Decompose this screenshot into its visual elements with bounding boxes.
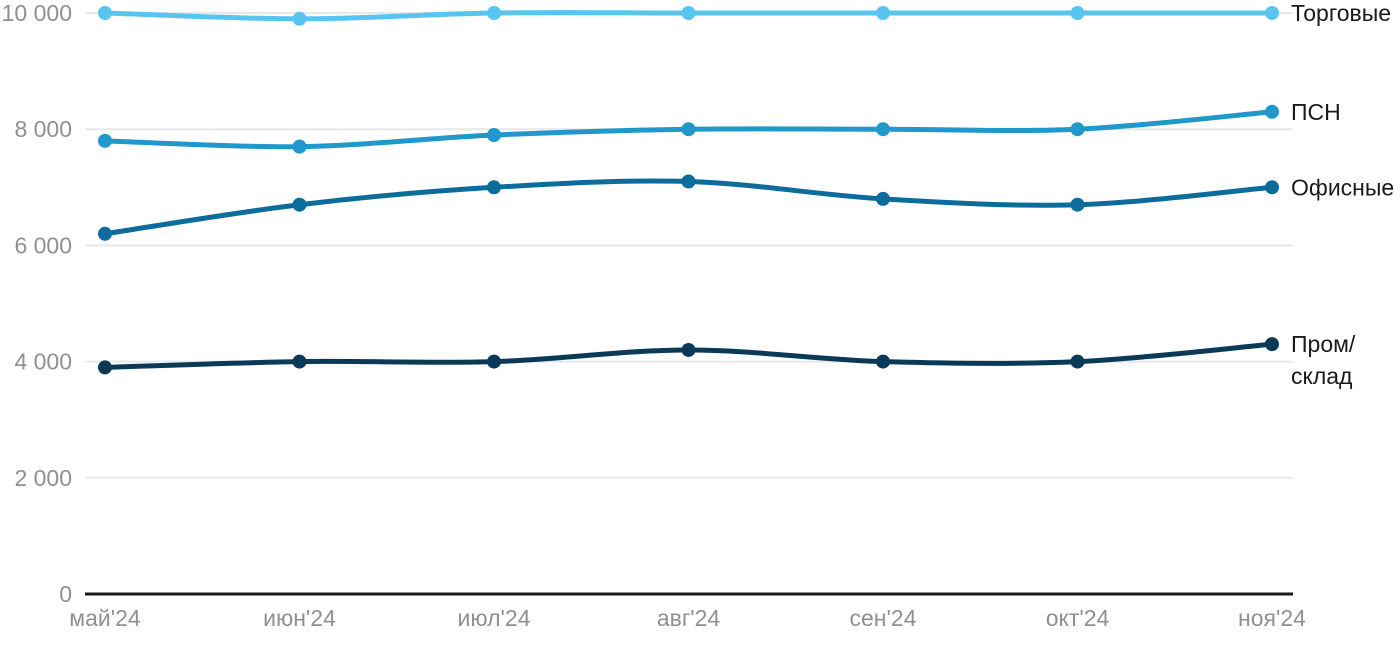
data-point-series0-4 bbox=[876, 6, 890, 20]
data-point-series3-1 bbox=[292, 354, 307, 369]
series-label-0: Торговые bbox=[1291, 0, 1391, 26]
y-axis-tick-label: 6 000 bbox=[14, 232, 72, 258]
data-point-series0-3 bbox=[681, 6, 696, 20]
data-point-series2-3 bbox=[681, 174, 696, 189]
data-point-series3-3 bbox=[681, 342, 696, 357]
data-point-series1-1 bbox=[292, 139, 307, 154]
series-line-2 bbox=[102, 178, 1275, 237]
data-point-series1-2 bbox=[487, 128, 501, 143]
y-axis-tick-label: 8 000 bbox=[14, 116, 72, 142]
x-axis-tick-label: сен'24 bbox=[850, 605, 917, 631]
series-layer bbox=[98, 6, 1279, 375]
data-point-series3-2 bbox=[487, 354, 501, 369]
x-axis-tick-label: ноя'24 bbox=[1238, 605, 1306, 631]
data-point-series1-5 bbox=[1070, 122, 1085, 137]
data-point-series0-5 bbox=[1070, 6, 1085, 20]
data-point-series2-4 bbox=[876, 191, 890, 206]
y-axis-tick-label: 4 000 bbox=[14, 349, 72, 375]
y-axis-tick-label: 10 000 bbox=[2, 0, 72, 26]
series-label-1: ПСН bbox=[1291, 99, 1341, 125]
data-point-series1-6 bbox=[1265, 104, 1279, 119]
y-axis-tick-label: 0 bbox=[59, 581, 72, 607]
data-point-series1-3 bbox=[681, 122, 696, 137]
data-point-series3-6 bbox=[1265, 337, 1279, 352]
data-point-series1-4 bbox=[876, 122, 890, 137]
data-point-series3-4 bbox=[876, 354, 890, 369]
label-layer: 0 2 000 4 000 6 000 8 000 10 000 май'24 июн'24 и… bbox=[2, 0, 1395, 631]
x-axis-tick-label: июн'24 bbox=[263, 605, 336, 631]
series-label-2: Офисные bbox=[1291, 174, 1394, 200]
data-point-series2-2 bbox=[487, 180, 501, 195]
data-point-series3-5 bbox=[1070, 354, 1085, 369]
data-point-series2-6 bbox=[1265, 180, 1279, 195]
series-label-3: склад bbox=[1291, 363, 1353, 389]
x-axis-tick-label: май'24 bbox=[69, 605, 141, 631]
data-point-series0-0 bbox=[98, 6, 112, 20]
data-point-series2-1 bbox=[292, 197, 307, 212]
data-point-series0-2 bbox=[487, 6, 501, 20]
x-axis-tick-label: авг'24 bbox=[657, 605, 721, 631]
data-point-series2-0 bbox=[98, 226, 112, 241]
data-point-series3-0 bbox=[98, 360, 112, 375]
y-axis-tick-label: 2 000 bbox=[14, 465, 72, 491]
grid-layer bbox=[85, 12, 1293, 479]
data-point-series0-1 bbox=[292, 11, 307, 26]
x-axis-tick-label: июл'24 bbox=[458, 605, 531, 631]
x-axis-tick-label: окт'24 bbox=[1046, 605, 1110, 631]
series-label-3: Пром/ bbox=[1291, 331, 1356, 357]
data-point-series2-5 bbox=[1070, 197, 1085, 212]
data-point-series0-6 bbox=[1265, 6, 1279, 20]
data-point-series1-0 bbox=[98, 133, 112, 148]
